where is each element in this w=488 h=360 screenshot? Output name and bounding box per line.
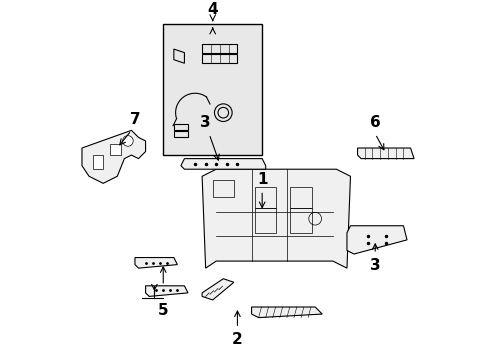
Text: 2: 2 (232, 332, 243, 347)
Polygon shape (202, 169, 350, 268)
Bar (110, 144, 121, 155)
Polygon shape (346, 226, 406, 254)
Bar (290, 187, 311, 208)
Circle shape (122, 136, 133, 146)
Bar (212, 180, 233, 198)
Polygon shape (163, 24, 262, 155)
Polygon shape (181, 159, 265, 169)
Polygon shape (145, 286, 187, 296)
Text: 4: 4 (207, 2, 218, 17)
Text: 6: 6 (369, 115, 380, 130)
Bar (173, 131, 187, 138)
Polygon shape (82, 130, 145, 183)
Bar (202, 54, 237, 63)
Text: 7: 7 (129, 112, 140, 127)
Bar (255, 208, 276, 233)
Polygon shape (202, 279, 233, 300)
Text: 3: 3 (369, 257, 380, 273)
Bar (92, 155, 103, 169)
Polygon shape (251, 307, 322, 318)
Polygon shape (357, 148, 413, 159)
Bar (173, 124, 187, 130)
Text: 3: 3 (200, 115, 210, 130)
Bar (290, 208, 311, 233)
Bar (202, 44, 237, 53)
Text: 1: 1 (256, 172, 267, 187)
Polygon shape (135, 257, 177, 268)
Bar (255, 187, 276, 208)
Text: 5: 5 (158, 303, 168, 319)
